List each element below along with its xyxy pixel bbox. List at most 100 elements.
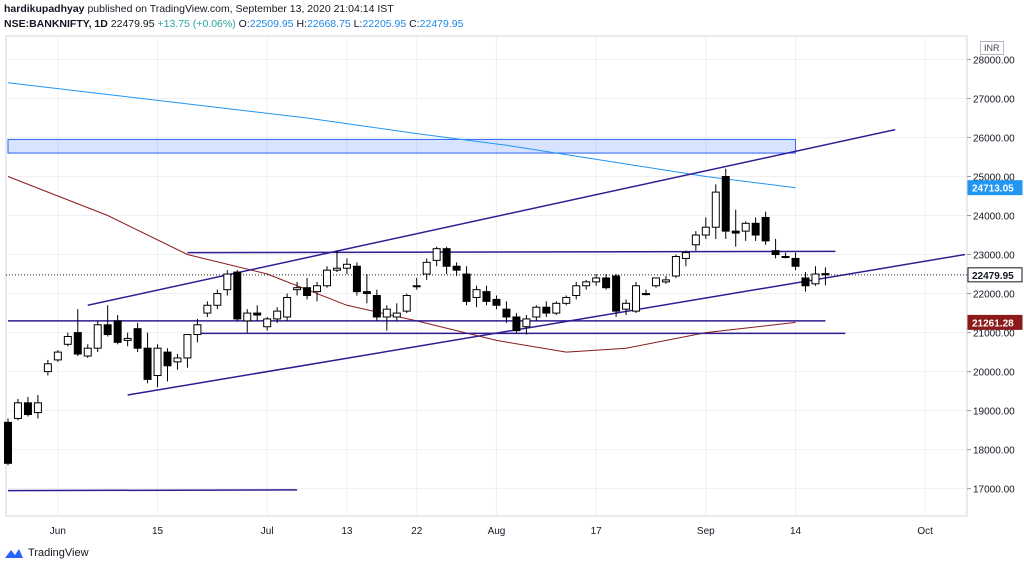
moving-average-line	[7, 82, 796, 189]
price-axis-label-bg	[967, 180, 1023, 196]
candle-body	[133, 328, 142, 349]
candle-body	[612, 275, 621, 312]
candle-body	[691, 234, 700, 246]
candle-body	[791, 257, 800, 267]
price-axis-label-bg	[967, 314, 1023, 330]
candle-body	[671, 255, 680, 277]
price-axis-label-bg	[967, 267, 1023, 283]
candle-body	[592, 277, 601, 283]
last-price: 22479.95	[110, 18, 155, 30]
candle-body	[323, 269, 331, 287]
candle-body	[33, 402, 42, 414]
candle-body	[442, 248, 451, 267]
tradingview-logo: TradingView	[4, 547, 89, 559]
candle-body	[482, 291, 491, 302]
candle-body	[153, 347, 162, 377]
candle-body	[751, 222, 760, 236]
price-axis-label: 22479.95	[972, 271, 1014, 282]
candle-body	[23, 402, 32, 416]
candle-body	[502, 308, 511, 318]
y-tick-label: 18000.00	[973, 446, 1015, 457]
x-tick-label: Sep	[697, 526, 715, 537]
candle-body	[63, 335, 72, 345]
x-tick-label: Oct	[917, 526, 933, 537]
candle-body	[13, 402, 22, 419]
candle-body	[731, 230, 740, 234]
candle-body	[283, 296, 292, 318]
candle-body	[53, 351, 62, 361]
candle-body	[392, 312, 401, 318]
candle-body	[273, 310, 282, 320]
symbol-name[interactable]: NSE:BANKNIFTY, 1D	[4, 18, 108, 30]
publish-text: published on TradingView.com, September …	[87, 3, 394, 15]
candle-body	[462, 273, 471, 302]
candle-body	[492, 298, 501, 306]
x-tick-label: Jun	[50, 526, 66, 537]
y-tick-label: 22000.00	[973, 290, 1015, 301]
y-tick-label: 25000.00	[973, 172, 1015, 183]
candle-body	[622, 302, 631, 310]
price-axis-label: 24713.05	[972, 184, 1014, 195]
candle-body	[213, 293, 222, 306]
candle-body	[193, 324, 202, 336]
high-label: H:	[296, 18, 307, 30]
candle-body	[432, 248, 441, 261]
candle-body	[113, 320, 122, 343]
x-tick-label: 17	[591, 526, 603, 537]
candle-body	[552, 302, 561, 314]
candle-body	[642, 293, 650, 296]
resistance-zone	[7, 138, 797, 154]
trendline	[7, 489, 298, 492]
candle-body	[173, 357, 182, 363]
candle-body	[721, 175, 730, 232]
brand-name: TradingView	[28, 547, 89, 559]
candle-body	[183, 334, 192, 359]
publish-info: hardikupadhyay published on TradingView.…	[4, 3, 394, 15]
low-value: 22205.95	[362, 18, 407, 30]
candle-body	[123, 337, 132, 341]
candle-body	[711, 191, 720, 228]
candle-body	[352, 265, 361, 293]
close-label: C:	[409, 18, 420, 30]
candle-body	[741, 222, 750, 232]
y-tick-label: 27000.00	[973, 94, 1015, 105]
candle-body	[4, 421, 12, 464]
close-value: 22479.95	[419, 18, 464, 30]
candle-body	[811, 273, 820, 285]
price-change: +13.75 (+0.06%)	[157, 18, 236, 30]
candle-body	[43, 363, 52, 373]
x-tick-label: Aug	[488, 526, 506, 537]
candle-body	[681, 252, 690, 259]
candle-body	[402, 295, 411, 312]
candle-body	[293, 287, 302, 291]
candle-body	[512, 316, 521, 332]
candle-body	[382, 308, 391, 318]
x-tick-label: 15	[152, 526, 164, 537]
candle-body	[143, 347, 152, 380]
symbol-info: NSE:BANKNIFTY, 1D 22479.95 +13.75 (+0.06…	[4, 18, 463, 30]
trendline	[187, 250, 836, 254]
candle-body	[632, 285, 641, 312]
candle-body	[342, 263, 351, 269]
candle-body	[303, 287, 312, 297]
candle-body	[572, 285, 581, 297]
candle-body	[362, 291, 371, 295]
candle-body	[661, 279, 670, 283]
open-label: O:	[238, 18, 250, 30]
y-tick-label: 23000.00	[973, 251, 1015, 262]
candle-body	[233, 271, 242, 320]
high-value: 22668.75	[306, 18, 351, 30]
author-name[interactable]: hardikupadhyay	[4, 3, 85, 15]
candle-body	[243, 312, 252, 322]
candle-body	[313, 285, 322, 293]
candle-body	[821, 273, 830, 276]
plot-area	[5, 35, 968, 517]
candle-body	[472, 289, 481, 298]
y-tick-label: 20000.00	[973, 368, 1015, 379]
low-label: L:	[353, 18, 363, 30]
candle-body	[422, 261, 431, 275]
candle-body	[83, 347, 92, 357]
y-tick-label: 24000.00	[973, 212, 1015, 223]
x-tick-label: Jul	[261, 526, 274, 537]
